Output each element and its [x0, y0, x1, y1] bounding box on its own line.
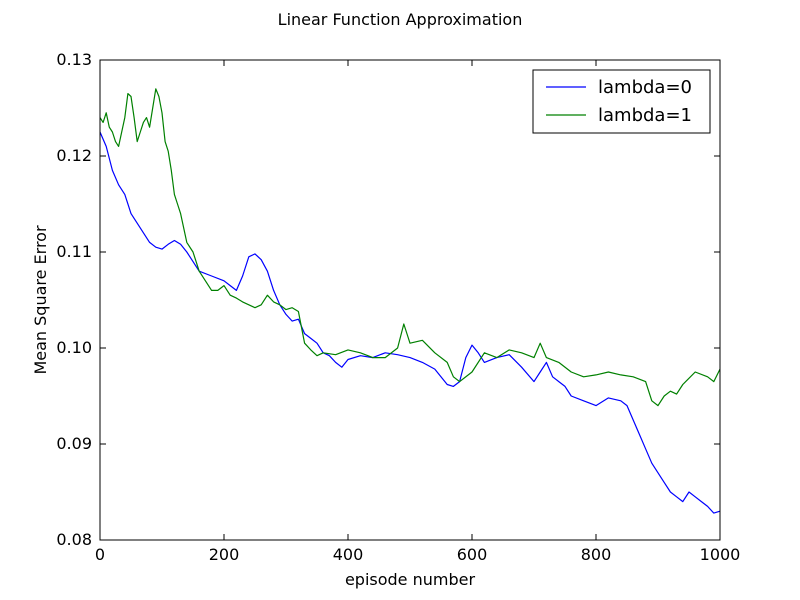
y-tick-label: 0.11	[56, 242, 92, 261]
series-line-lambda-0	[99, 131, 721, 514]
x-axis: 0 200 400 600 800 1000	[95, 60, 740, 564]
y-axis-label: Mean Square Error	[31, 225, 50, 375]
plot-area	[100, 60, 720, 540]
x-axis-label: episode number	[345, 570, 476, 589]
x-tick-label: 1000	[700, 545, 741, 564]
x-tick-label: 600	[457, 545, 488, 564]
y-tick-label: 0.09	[56, 434, 92, 453]
legend-label-lambda-1: lambda=1	[598, 105, 692, 126]
y-tick-label: 0.08	[56, 530, 92, 549]
legend-label-lambda-0: lambda=0	[598, 77, 692, 98]
chart-title: Linear Function Approximation	[278, 10, 523, 29]
legend-box	[532, 69, 711, 134]
x-tick-label: 200	[209, 545, 240, 564]
x-tick-label: 400	[333, 545, 364, 564]
legend: lambda=0 lambda=1	[532, 69, 711, 134]
x-tick-label: 0	[95, 545, 105, 564]
y-axis: 0.08 0.09 0.10 0.11 0.12 0.13	[56, 50, 720, 549]
x-tick-label: 800	[581, 545, 612, 564]
y-tick-label: 0.13	[56, 50, 92, 69]
series-layer	[99, 88, 721, 514]
y-tick-label: 0.12	[56, 146, 92, 165]
plot-frame	[99, 59, 721, 541]
series-line-lambda-1	[99, 88, 721, 407]
y-tick-label: 0.10	[56, 338, 92, 357]
